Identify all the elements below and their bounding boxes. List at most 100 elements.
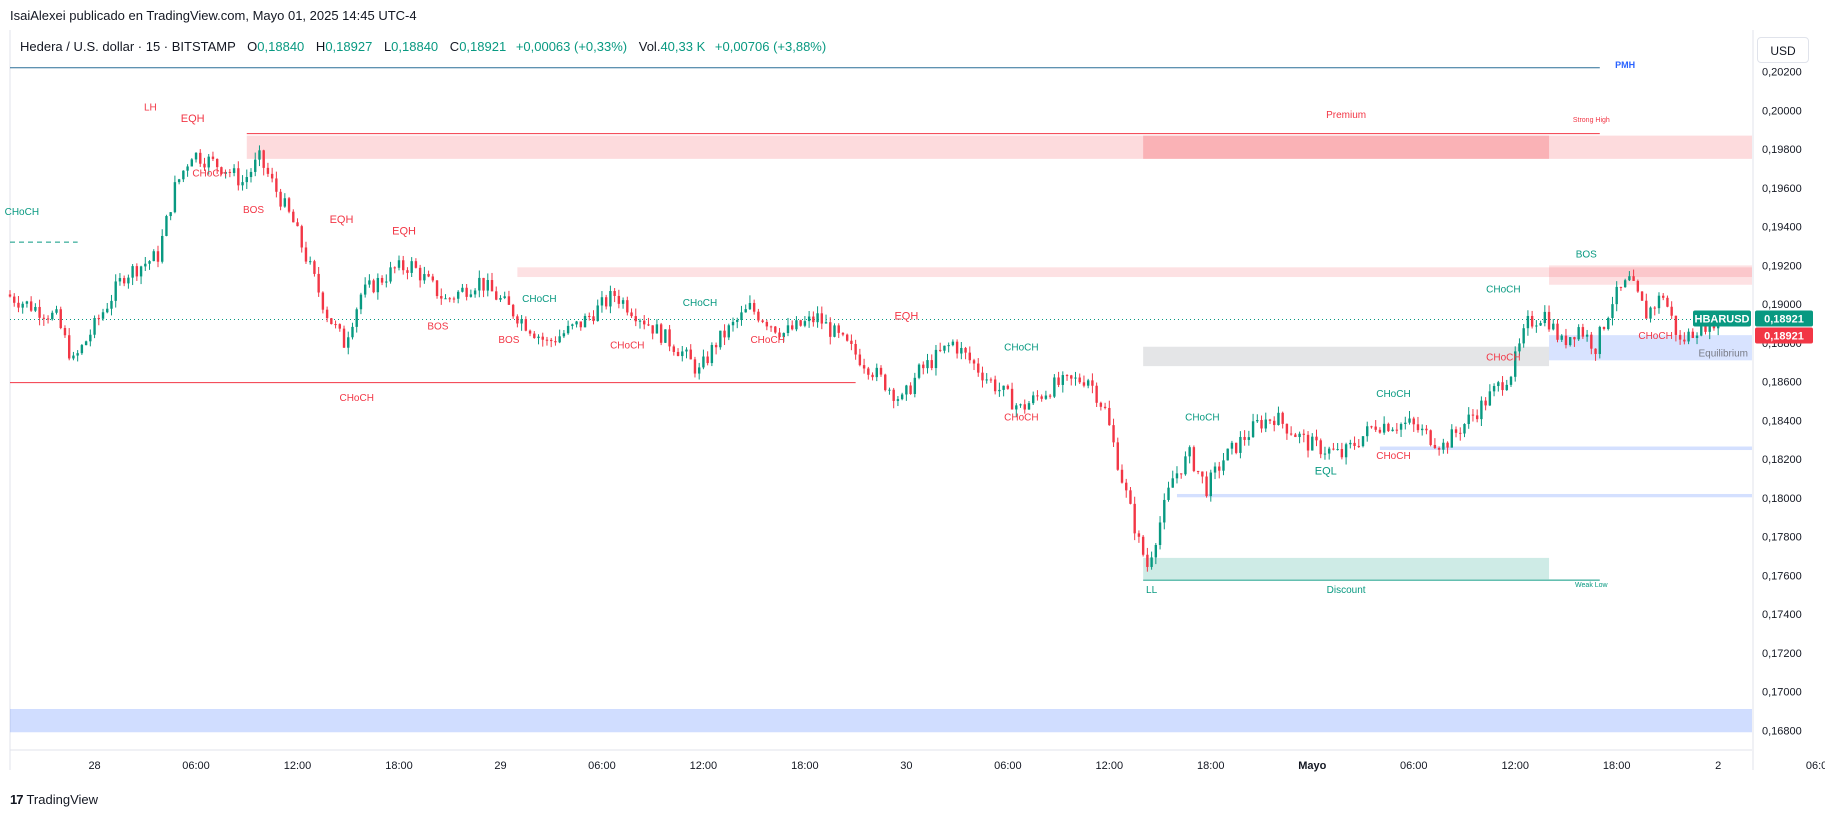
- candle-body: [1230, 442, 1234, 449]
- candle-body: [334, 324, 337, 326]
- time-tick-label: 12:00: [1096, 760, 1124, 772]
- low-value: 0,18840: [391, 39, 439, 54]
- annotation-label: BOS: [498, 335, 519, 346]
- candle-body: [820, 313, 824, 324]
- candle-body: [1015, 405, 1018, 410]
- annotation-label: Discount: [1327, 585, 1366, 596]
- candle-body: [926, 360, 929, 369]
- candle-body: [609, 291, 612, 307]
- candle-body: [693, 359, 697, 374]
- candle-body: [418, 267, 422, 281]
- candle-body: [845, 334, 849, 341]
- candle-body: [1179, 473, 1183, 475]
- candle-body: [355, 309, 358, 327]
- candle-body: [723, 330, 726, 338]
- high-value: 0,18927: [325, 39, 373, 54]
- candle-body: [1070, 375, 1073, 379]
- candle-body: [245, 177, 248, 183]
- candle-body: [376, 277, 380, 293]
- candle-body: [63, 328, 67, 336]
- candle-body: [1543, 311, 1547, 324]
- candle-body: [304, 247, 308, 262]
- candle-body: [951, 341, 955, 346]
- candle-body: [461, 287, 464, 292]
- candle-body: [469, 294, 473, 297]
- candle-body: [689, 349, 692, 360]
- candle-body: [1154, 544, 1158, 558]
- demand-blue-zone: [1549, 335, 1752, 361]
- candle-body: [1657, 295, 1661, 309]
- candle-body: [1370, 426, 1373, 428]
- candle-body: [998, 389, 1001, 392]
- candle-body: [1678, 334, 1682, 340]
- candle-body: [1298, 433, 1301, 438]
- time-tick-label: 12:00: [1501, 760, 1529, 772]
- candle-body: [1366, 426, 1369, 437]
- candle-body: [139, 266, 143, 277]
- candle-body: [338, 324, 341, 329]
- candle-body: [917, 364, 921, 378]
- candle-body: [727, 325, 730, 338]
- candle-body: [993, 379, 997, 392]
- footer-brand[interactable]: 17 TradingView: [10, 792, 98, 807]
- candle-body: [816, 313, 819, 323]
- candle-body: [148, 261, 151, 264]
- candle-body: [884, 374, 887, 391]
- candle-body: [1585, 334, 1589, 337]
- candle-body: [1408, 418, 1411, 423]
- currency-button[interactable]: USD: [1757, 37, 1809, 63]
- candle-body: [1205, 476, 1208, 497]
- candle-body: [46, 318, 50, 320]
- candle-body: [296, 222, 299, 227]
- candle-body: [1518, 343, 1521, 352]
- candles-group: [8, 145, 1720, 572]
- candle-body: [1484, 400, 1487, 406]
- candle-body: [1480, 400, 1483, 420]
- candle-body: [156, 251, 160, 262]
- candle-body: [67, 335, 71, 359]
- candle-body: [220, 167, 223, 174]
- candle-body: [1340, 449, 1344, 458]
- candle-body: [317, 273, 320, 293]
- candle-body: [1611, 304, 1614, 319]
- annotation-label: BOS: [1576, 250, 1597, 261]
- candle-body: [55, 309, 58, 313]
- candle-body: [1433, 444, 1437, 449]
- candle-body: [1116, 442, 1119, 470]
- candle-body: [1530, 315, 1534, 327]
- annotation-label: Weak Low: [1575, 582, 1608, 589]
- candle-body: [1099, 402, 1103, 407]
- candle-body: [972, 360, 976, 364]
- candle-body: [575, 321, 578, 325]
- candle-body: [583, 315, 587, 328]
- candle-body: [888, 389, 891, 391]
- candle-body: [736, 320, 739, 322]
- candle-body: [1564, 335, 1568, 346]
- candle-body: [850, 340, 853, 344]
- candle-body: [592, 316, 595, 322]
- candle-body: [456, 291, 460, 299]
- candle-body: [397, 260, 401, 268]
- candle-body: [909, 385, 912, 394]
- candle-body: [630, 312, 633, 317]
- candle-body: [1065, 375, 1069, 377]
- premium-inner-zone: [1143, 135, 1550, 159]
- candle-body: [1032, 395, 1035, 404]
- candle-body: [955, 341, 959, 354]
- symbol-name[interactable]: Hedera / U.S. dollar · 15 · BITSTAMP: [20, 39, 236, 54]
- annotation-label: Premium: [1326, 110, 1366, 121]
- candle-body: [1323, 453, 1327, 455]
- candle-body: [1459, 432, 1462, 434]
- candle-body: [778, 332, 781, 338]
- candle-body: [524, 319, 528, 331]
- low-label: L: [383, 39, 392, 54]
- candle-body: [562, 333, 566, 337]
- candle-body: [444, 298, 447, 300]
- candle-body: [943, 345, 946, 351]
- candle-body: [655, 324, 659, 334]
- candle-body: [1006, 385, 1010, 389]
- candle-body: [1666, 297, 1669, 307]
- candle-body: [740, 312, 743, 321]
- publish-line: IsaiAlexei publicado en TradingView.com,…: [10, 8, 417, 23]
